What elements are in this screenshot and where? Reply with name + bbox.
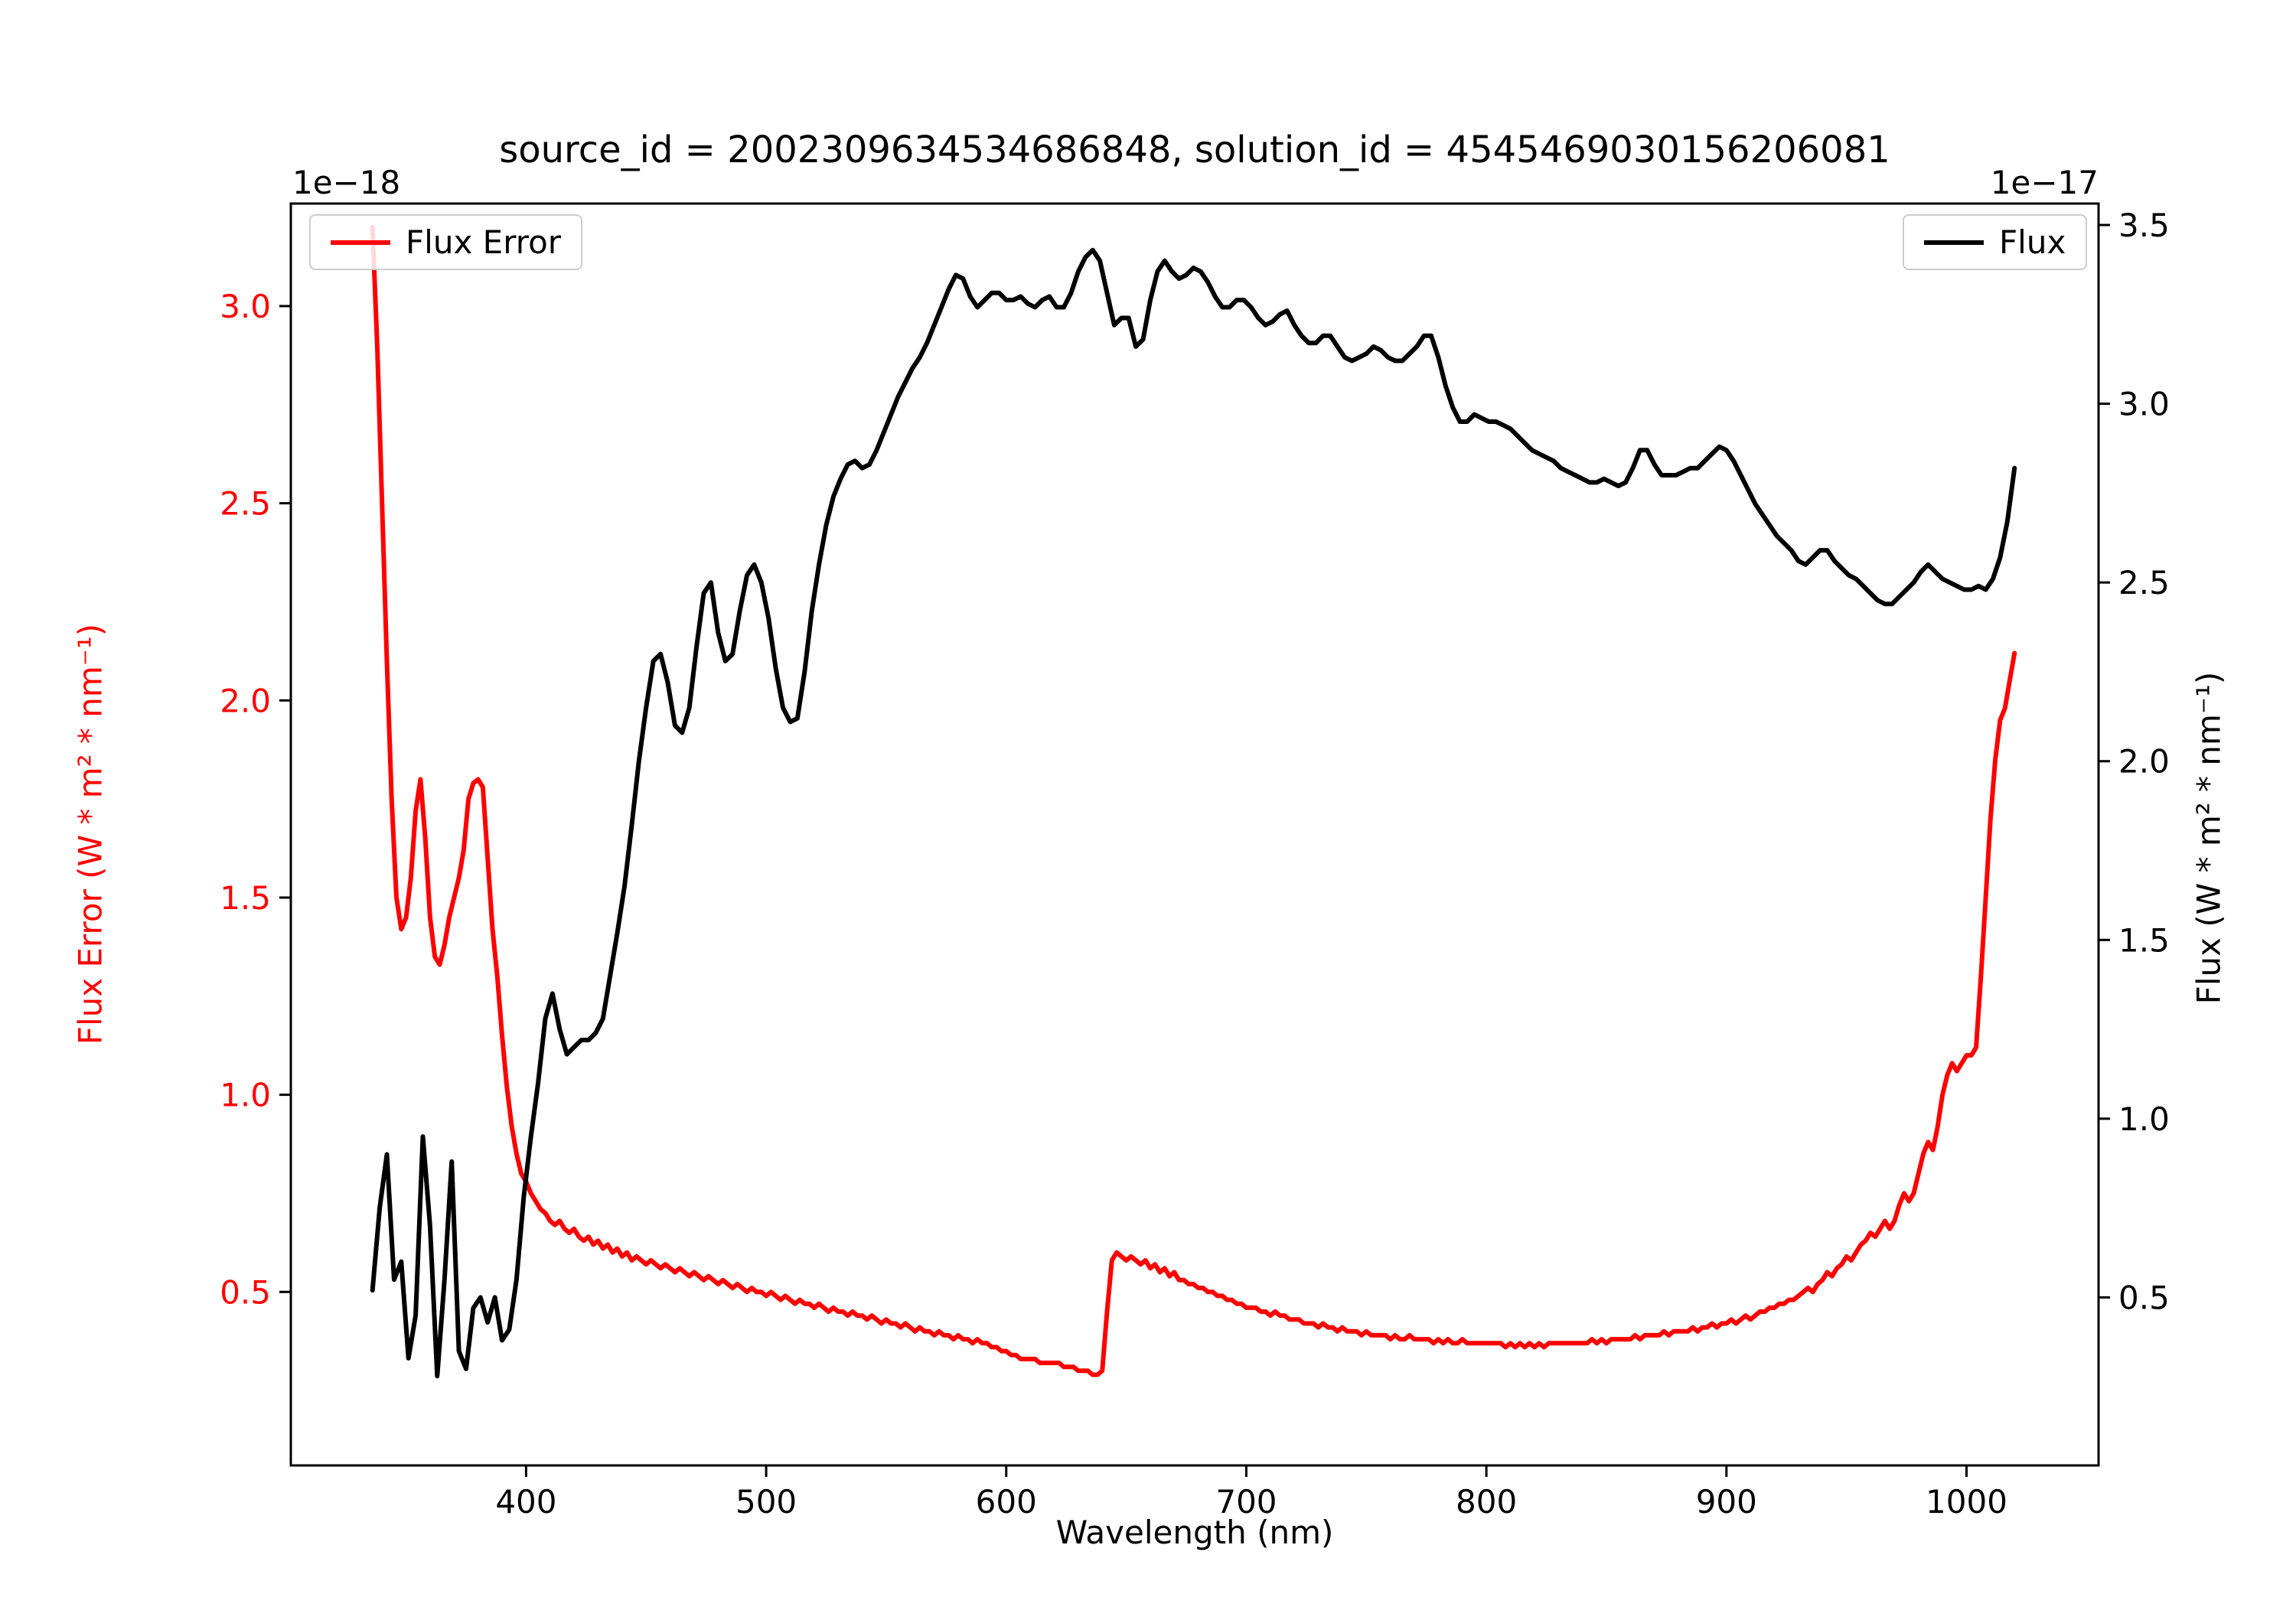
x-tick-label: 800: [1456, 1483, 1517, 1521]
legend-flux: Flux: [1903, 214, 2088, 270]
legend-flux-error: Flux Error: [309, 214, 583, 270]
left-y-tick-label: 2.5: [220, 485, 271, 523]
x-tick-label: 600: [976, 1483, 1037, 1521]
left-axis-offset-label: 1e−18: [292, 164, 401, 201]
x-tick-label: 700: [1215, 1483, 1277, 1521]
chart-title: source_id = 2002309634534686848, solutio…: [499, 129, 1890, 171]
left-y-axis-label: Flux Error (W * m² * nm⁻¹): [71, 623, 109, 1045]
right-y-tick-label: 2.0: [2118, 743, 2170, 781]
right-y-tick-label: 0.5: [2118, 1279, 2170, 1316]
left-y-tick-label: 2.0: [220, 682, 271, 719]
flux-line-swatch: [1924, 240, 1984, 245]
x-tick-label: 900: [1696, 1483, 1757, 1521]
x-tick-label: 1000: [1926, 1483, 2007, 1521]
flux-line: [370, 247, 2017, 1379]
right-y-tick-label: 1.0: [2118, 1100, 2170, 1138]
legend-flux-error-label: Flux Error: [406, 223, 562, 261]
x-tick-label: 400: [495, 1483, 556, 1521]
right-y-tick-label: 3.0: [2118, 386, 2170, 423]
x-axis-label: Wavelength (nm): [1055, 1514, 1334, 1551]
left-y-tick-label: 0.5: [220, 1273, 271, 1311]
left-y-tick-label: 1.5: [220, 879, 271, 917]
legend-flux-label: Flux: [1999, 223, 2066, 261]
left-y-tick-label: 3.0: [220, 288, 271, 325]
right-y-tick-label: 2.5: [2118, 564, 2170, 601]
flux-error-line-swatch: [331, 240, 390, 245]
left-y-tick-label: 1.0: [220, 1077, 271, 1114]
flux-error-line: [370, 224, 2017, 1377]
x-tick-label: 500: [735, 1483, 797, 1521]
right-axis-offset-label: 1e−17: [1990, 164, 2099, 201]
right-y-axis-label: Flux (W * m² * nm⁻¹): [2190, 671, 2228, 1005]
axes-spines: [289, 202, 2100, 1467]
right-y-tick-label: 1.5: [2118, 921, 2170, 959]
right-y-tick-label: 3.5: [2118, 207, 2170, 244]
